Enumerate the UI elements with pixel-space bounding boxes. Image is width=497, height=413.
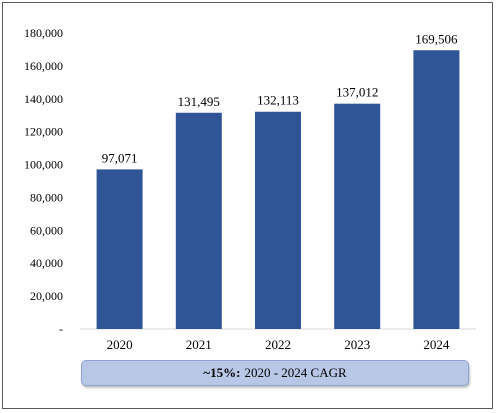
cagr-text: 2020 - 2024 CAGR — [244, 365, 347, 380]
x-tick-label: 2020 — [107, 337, 133, 352]
bar-2022 — [255, 111, 301, 329]
cagr-callout: ~15%: 2020 - 2024 CAGR — [81, 360, 469, 386]
y-tick-label: 120,000 — [24, 125, 63, 139]
bar-value-label: 97,071 — [102, 150, 138, 165]
y-tick-label: 60,000 — [30, 223, 63, 237]
y-tick-label: 20,000 — [30, 289, 63, 303]
chart-frame — [2, 2, 493, 409]
bar-value-label: 131,495 — [178, 94, 220, 109]
x-tick-label: 2024 — [423, 337, 450, 352]
y-tick-label: - — [59, 322, 63, 336]
y-tick-label: 180,000 — [24, 26, 63, 40]
bar-value-label: 169,506 — [415, 31, 458, 46]
y-tick-label: 40,000 — [30, 256, 63, 270]
y-tick-label: 140,000 — [24, 92, 63, 106]
x-axis-labels: 2020 2021 2022 2023 2024 — [107, 337, 450, 352]
bar-2020 — [96, 169, 143, 329]
x-tick-label: 2023 — [344, 337, 370, 352]
bar-2021 — [175, 112, 222, 329]
y-axis: - 20,000 40,000 60,000 80,000 100,000 120,000 1… — [24, 26, 63, 336]
y-tick-label: 160,000 — [24, 59, 63, 73]
bar-value-label: 132,113 — [257, 93, 299, 108]
cagr-value: ~15%: — [203, 365, 241, 380]
y-tick-label: 80,000 — [30, 190, 63, 204]
x-tick-label: 2021 — [186, 337, 212, 352]
x-tick-label: 2022 — [265, 337, 291, 352]
bar-2024 — [413, 50, 460, 329]
bar-value-labels: 97,071 131,495 132,113 137,012 169,506 — [102, 31, 458, 165]
bar-value-label: 137,012 — [336, 85, 378, 100]
bars — [96, 50, 460, 329]
y-tick-label: 100,000 — [24, 158, 63, 172]
bar-2023 — [334, 103, 381, 329]
